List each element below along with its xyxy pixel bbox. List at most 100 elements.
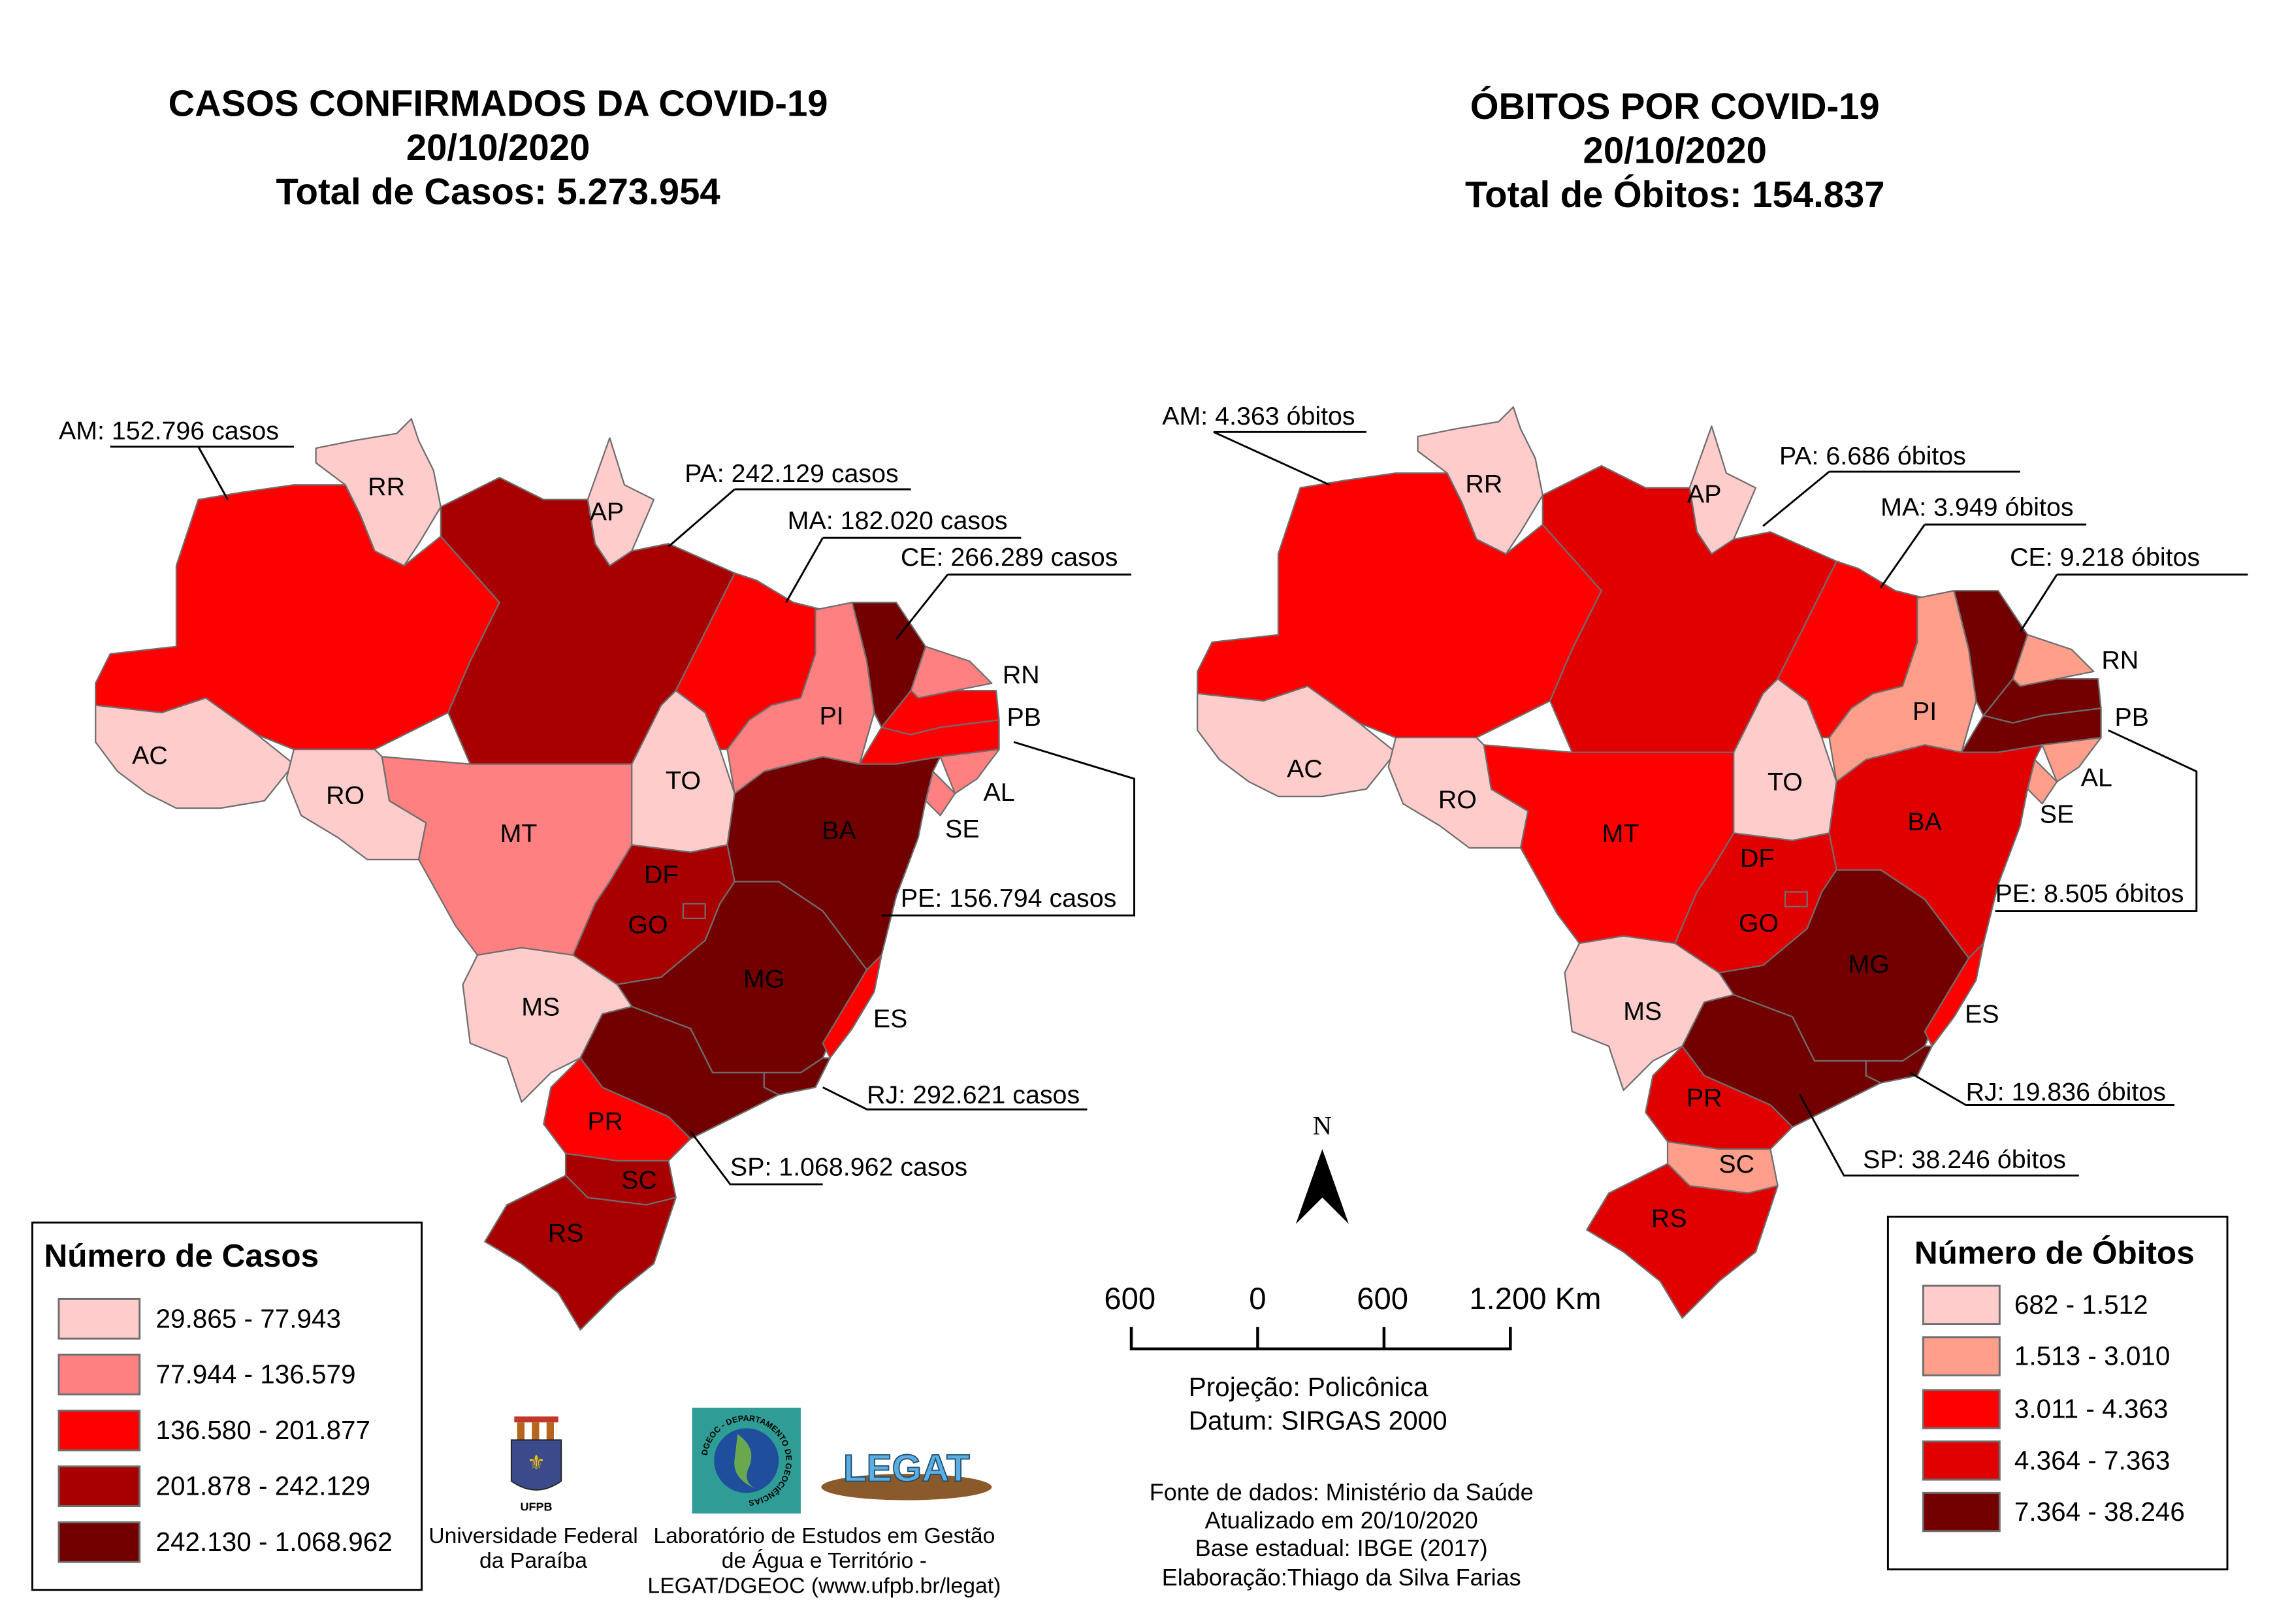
legat-caption: Laboratório de Estudos em Gestão (653, 1523, 995, 1548)
state-label-ac: AC (1287, 755, 1323, 783)
state-label-go: GO (1739, 909, 1779, 937)
leader-line-rj (1909, 1071, 2175, 1106)
state-label-rr: RR (368, 472, 405, 501)
state-label-ba: BA (1907, 807, 1942, 836)
callout-sp: SP: 1.068.962 casos (730, 1152, 967, 1181)
legend-label: 682 - 1.512 (2014, 1290, 2148, 1320)
legat-logo: LEGAT (821, 1446, 992, 1501)
deaths-title: ÓBITOS POR COVID-19 (1470, 86, 1880, 127)
callout-pa: PA: 242.129 casos (685, 459, 898, 488)
legend-swatch (1922, 1440, 2001, 1481)
cases-title-block: CASOS CONFIRMADOS DA COVID-19 20/10/2020… (169, 83, 828, 212)
state-label-ba: BA (822, 816, 856, 845)
state-label-ap: AP (590, 497, 624, 526)
datum-text: Datum: SIRGAS 2000 (1189, 1406, 1447, 1436)
credit-line: Atualizado em 20/10/2020 (1205, 1506, 1478, 1533)
scale-label: 600 (1357, 1282, 1408, 1316)
legend-label: 242.130 - 1.068.962 (155, 1527, 392, 1557)
north-arrow: N (1295, 1111, 1349, 1224)
leader-line-ce (2019, 574, 2248, 632)
ufpb-caption: da Paraíba (479, 1548, 587, 1573)
cases-legend-title: Número de Casos (44, 1238, 319, 1274)
north-label: N (1313, 1111, 1332, 1140)
leader-line-sp (690, 1131, 823, 1186)
deaths-date: 20/10/2020 (1583, 130, 1767, 171)
legend-swatch (57, 1465, 141, 1508)
scale-label: 600 (1104, 1282, 1155, 1316)
state-label-ac: AC (132, 741, 168, 770)
state-df[interactable] (1784, 891, 1808, 907)
legend-label: 4.364 - 7.363 (2014, 1445, 2171, 1475)
state-label-mt: MT (500, 819, 538, 848)
callout-ce: CE: 9.218 óbitos (2010, 543, 2200, 572)
leader-line-pa (1762, 470, 2020, 527)
credits: Fonte de dados: Ministério da Saúde Atua… (1150, 1479, 1534, 1591)
state-label-rr: RR (1465, 470, 1502, 498)
credit-line: Fonte de dados: Ministério da Saúde (1150, 1479, 1534, 1506)
state-label-rn: RN (1003, 660, 1040, 689)
callout-am: AM: 4.363 óbitos (1162, 402, 1355, 430)
state-label-se: SE (945, 815, 980, 843)
state-label-pi: PI (820, 702, 844, 730)
state-al[interactable] (2041, 737, 2102, 783)
state-df[interactable] (682, 903, 706, 919)
state-label-al: AL (2081, 763, 2112, 792)
legend-swatch (57, 1297, 141, 1340)
state-label-to: TO (666, 766, 701, 795)
state-es[interactable] (822, 954, 882, 1059)
state-al[interactable] (939, 749, 1000, 794)
legend-label: 1.513 - 3.010 (2014, 1341, 2171, 1371)
callout-rj: RJ: 19.836 óbitos (1966, 1078, 2166, 1107)
ufpb-caption: Universidade Federal (428, 1523, 638, 1548)
state-label-sc: SC (1719, 1150, 1754, 1178)
deaths-states (1197, 406, 2102, 1319)
state-label-pr: PR (1687, 1084, 1722, 1112)
state-label-ap: AP (1687, 479, 1722, 508)
leader-line-am (110, 446, 294, 500)
legend-swatch (1922, 1491, 2001, 1533)
state-rs[interactable] (484, 1175, 677, 1331)
legend-label: 29.865 - 77.943 (155, 1303, 341, 1333)
leader-line-pe (1995, 729, 2198, 913)
state-es[interactable] (1924, 942, 1984, 1047)
state-label-mg: MG (743, 965, 784, 994)
state-label-mt: MT (1602, 819, 1639, 848)
state-am[interactable] (95, 484, 500, 751)
state-label-to: TO (1767, 768, 1803, 796)
state-label-ro: RO (326, 781, 364, 809)
legend-swatch (57, 1521, 141, 1563)
state-ac[interactable] (1197, 685, 1397, 798)
state-label-pb: PB (2115, 703, 2150, 732)
state-label-ms: MS (1623, 997, 1662, 1026)
callout-ce: CE: 266.289 casos (901, 543, 1118, 572)
scale-bar-line (1129, 1327, 1512, 1351)
legat-caption: LEGAT/DGEOC (www.ufpb.br/legat) (647, 1573, 1001, 1598)
dgeoc-logo: DGEOC - DEPARTAMENTO DE GEOCIÊNCIAS (692, 1407, 801, 1514)
north-arrow-icon (1295, 1148, 1349, 1224)
state-label-ro: RO (1438, 785, 1477, 814)
callout-rj: RJ: 292.621 casos (867, 1080, 1080, 1109)
state-rs[interactable] (1586, 1163, 1779, 1319)
callout-sp: SP: 38.246 óbitos (1863, 1145, 2066, 1174)
state-label-es: ES (1965, 1000, 1999, 1029)
state-am[interactable] (1197, 472, 1602, 739)
state-label-rs: RS (1651, 1204, 1687, 1233)
ufpb-logo: ⚜ UFPB (510, 1416, 562, 1513)
legend-label: 201.878 - 242.129 (155, 1471, 370, 1501)
state-ac[interactable] (95, 697, 295, 809)
state-label-df: DF (1740, 844, 1774, 873)
legend-label: 3.011 - 4.363 (2014, 1394, 2169, 1424)
leader-line-ma (1879, 523, 2087, 589)
state-label-pi: PI (1913, 697, 1937, 726)
scale-label: 0 (1249, 1282, 1266, 1316)
legend-swatch (1922, 1389, 2001, 1429)
callout-pa: PA: 6.686 óbitos (1779, 442, 1966, 470)
legat-logo-text: LEGAT (843, 1447, 970, 1489)
projection-info: Projeção: Policônica Datum: SIRGAS 2000 (1189, 1372, 1447, 1436)
leader-line-ce (895, 574, 1132, 640)
leader-line-am (1213, 430, 1366, 486)
